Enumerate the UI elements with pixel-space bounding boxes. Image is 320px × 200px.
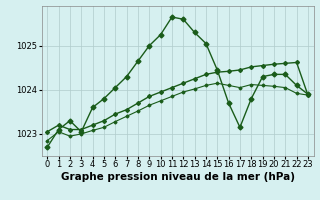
X-axis label: Graphe pression niveau de la mer (hPa): Graphe pression niveau de la mer (hPa) [60, 172, 295, 182]
